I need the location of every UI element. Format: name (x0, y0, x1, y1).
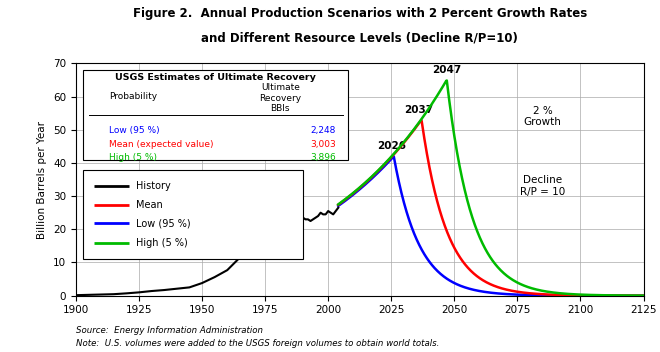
Text: High (5 %): High (5 %) (109, 153, 156, 162)
Text: Note:  U.S. volumes were added to the USGS foreign volumes to obtain world total: Note: U.S. volumes were added to the USG… (76, 339, 440, 348)
Text: USGS Estimates of Ultimate Recovery: USGS Estimates of Ultimate Recovery (115, 73, 316, 82)
Text: 2047: 2047 (432, 65, 461, 75)
Text: Probability: Probability (109, 92, 157, 101)
Text: 2 %
Growth: 2 % Growth (523, 106, 562, 127)
Text: Ultimate
Recovery
BBls: Ultimate Recovery BBls (259, 83, 302, 113)
Text: 3,003: 3,003 (310, 140, 336, 149)
Text: History: History (137, 181, 171, 191)
Text: 2,248: 2,248 (310, 126, 336, 136)
Text: Figure 2.  Annual Production Scenarios with 2 Percent Growth Rates: Figure 2. Annual Production Scenarios wi… (133, 7, 587, 20)
Text: Source:  Energy Information Administration: Source: Energy Information Administratio… (76, 326, 263, 335)
Text: and Different Resource Levels (Decline R/P=10): and Different Resource Levels (Decline R… (201, 32, 518, 45)
Text: Low (95 %): Low (95 %) (109, 126, 159, 136)
Text: 2037: 2037 (405, 105, 434, 115)
Text: Mean: Mean (137, 200, 163, 209)
Text: Mean (expected value): Mean (expected value) (109, 140, 213, 149)
Text: 2026: 2026 (377, 141, 406, 151)
Bar (83, 70, 348, 159)
Text: 3,896: 3,896 (310, 153, 336, 162)
Text: High (5 %): High (5 %) (137, 238, 188, 248)
Bar (83, 170, 303, 259)
Text: Decline
R/P = 10: Decline R/P = 10 (520, 175, 565, 197)
Y-axis label: Billion Barrels per Year: Billion Barrels per Year (38, 120, 48, 239)
Text: Low (95 %): Low (95 %) (137, 218, 191, 228)
